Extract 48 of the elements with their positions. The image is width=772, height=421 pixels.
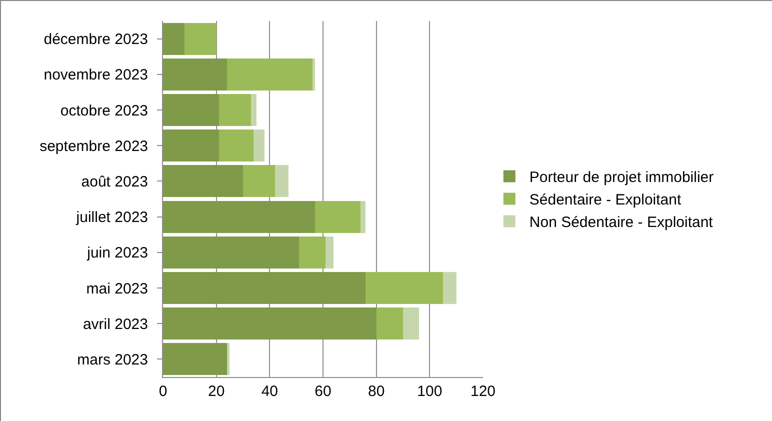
bar [443,272,456,304]
x-tick-label: 20 [208,383,225,400]
bar [163,165,243,198]
bar [163,58,227,90]
bar [366,272,443,304]
y-tick-label: novembre 2023 [44,66,148,84]
y-tick-label: mai 2023 [86,280,148,298]
y-tick-label: avril 2023 [82,316,148,333]
bar [163,272,366,304]
x-tick-label: 120 [470,383,496,400]
x-tick-label: 60 [314,383,332,400]
bar [299,236,326,268]
bar [163,343,227,376]
bar [254,130,264,162]
bar [219,130,254,162]
bar [163,94,219,126]
y-tick-label: juillet 2023 [75,209,148,226]
bar [403,308,419,340]
y-tick-label: décembre 2023 [44,31,148,48]
bar [312,58,315,90]
bar [227,58,312,90]
bar [251,94,256,126]
legend-label: Non Sédentaire - Exploitant [529,214,714,232]
y-tick-label: septembre 2023 [40,138,148,155]
x-tick-label: 100 [417,383,442,400]
legend-label: Porteur de projet immobilier [529,169,714,186]
x-tick-label: 0 [158,383,168,400]
legend-label: Sédentaire - Exploitant [529,192,682,209]
y-tick-label: août 2023 [81,173,148,190]
y-tick-label: juin 2023 [86,244,148,262]
bar [184,22,216,55]
bar [243,165,275,198]
bar [163,130,219,162]
bar [163,308,376,340]
bar [227,343,230,376]
x-tick-label: 80 [368,383,385,400]
bar [360,200,366,233]
bar [219,94,251,126]
bar [376,308,403,340]
bar [163,200,315,233]
y-tick-label: mars 2023 [77,351,148,368]
bar [315,200,360,233]
bar [275,165,288,198]
bar [163,236,299,268]
bar [326,236,334,268]
y-tick-label: octobre 2023 [60,102,148,120]
x-tick-label: 40 [261,383,278,400]
bar [163,22,184,55]
